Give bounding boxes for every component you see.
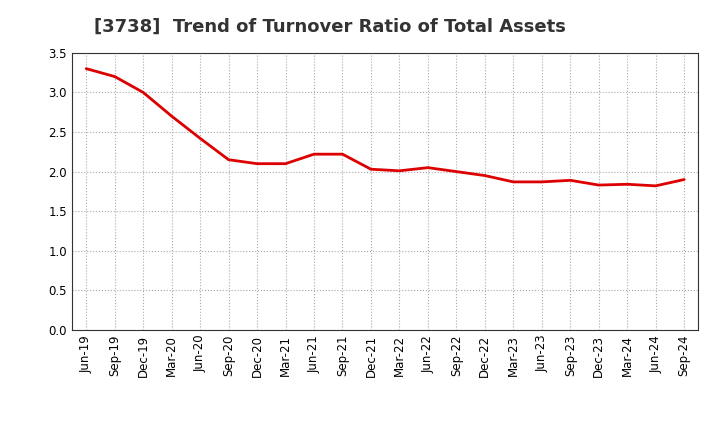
Text: [3738]  Trend of Turnover Ratio of Total Assets: [3738] Trend of Turnover Ratio of Total … bbox=[94, 18, 565, 36]
